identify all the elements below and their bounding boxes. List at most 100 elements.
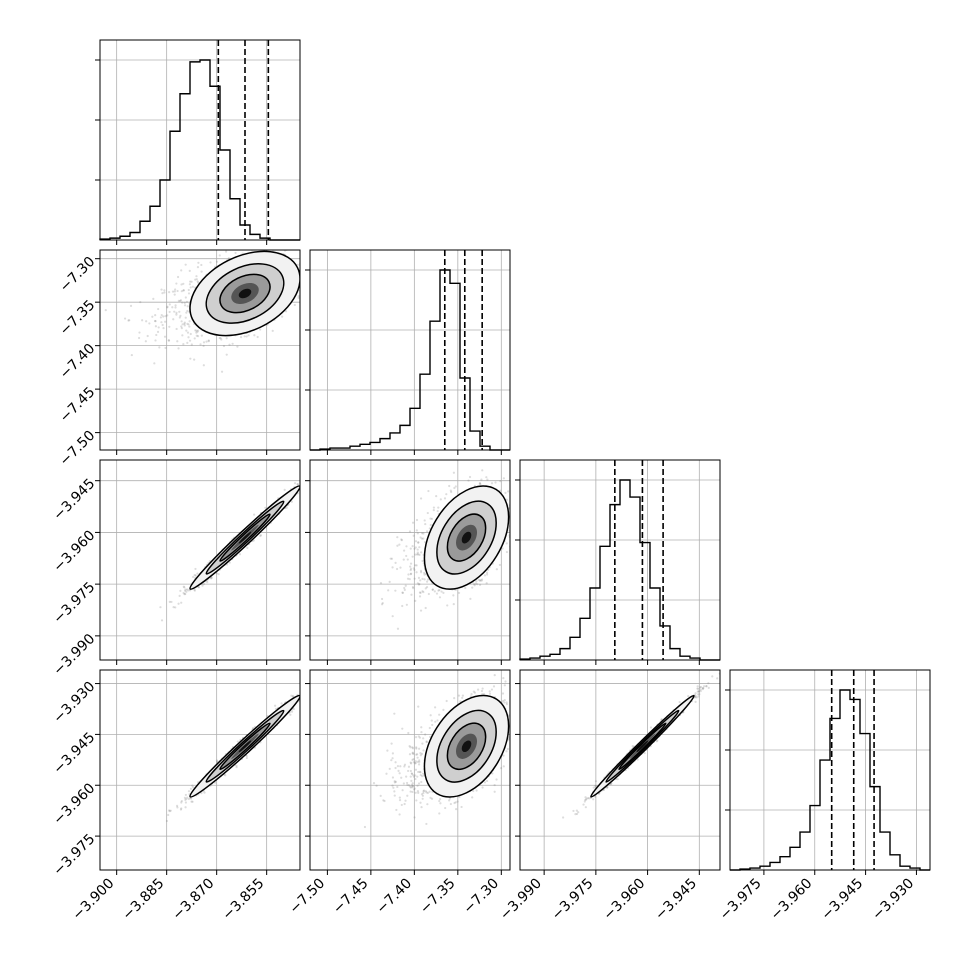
sample-point <box>457 591 461 595</box>
sample-point <box>468 475 472 479</box>
sample-point <box>183 304 187 307</box>
sample-point <box>479 483 482 486</box>
sample-point <box>416 532 419 535</box>
sample-point <box>290 500 293 503</box>
sample-point <box>215 260 219 263</box>
sample-point <box>379 581 383 585</box>
y-tick-label: −3.945 <box>50 729 98 777</box>
joint-panel-1-2 <box>305 459 520 665</box>
sample-point <box>518 527 520 529</box>
sample-point <box>432 506 436 509</box>
sample-point <box>499 480 502 483</box>
sample-point <box>185 329 188 332</box>
sample-point <box>306 476 308 478</box>
sample-point <box>175 311 178 314</box>
sample-point <box>305 485 307 487</box>
sample-point <box>189 357 192 360</box>
sample-point <box>189 332 192 336</box>
sample-point <box>438 588 441 592</box>
sample-point <box>264 246 266 248</box>
sample-point <box>157 326 160 329</box>
sample-point <box>200 334 203 337</box>
sample-point <box>418 591 422 594</box>
sample-point <box>187 292 191 295</box>
sample-point <box>514 577 516 579</box>
sample-point <box>259 534 263 537</box>
x-tick-label: −3.960 <box>768 876 816 924</box>
sample-point <box>417 541 420 544</box>
histogram-2 <box>519 479 720 661</box>
sample-point <box>196 280 199 283</box>
sample-point <box>304 482 306 484</box>
sample-point <box>187 288 190 292</box>
sample-point <box>194 329 197 332</box>
sample-point <box>297 296 300 299</box>
sample-point <box>188 325 191 328</box>
sample-point <box>252 539 255 542</box>
sample-point <box>218 254 221 257</box>
sample-point <box>234 251 237 255</box>
sample-point <box>502 477 505 480</box>
sample-point <box>178 316 181 319</box>
sample-point <box>172 318 175 321</box>
sample-point <box>438 596 442 599</box>
sample-point <box>187 336 190 339</box>
sample-point <box>437 589 440 592</box>
sample-point <box>431 588 434 591</box>
sample-point <box>162 315 165 318</box>
sample-point <box>186 588 189 591</box>
sample-point <box>264 506 267 509</box>
sample-point <box>217 573 220 576</box>
sample-point <box>176 289 179 293</box>
sample-point <box>422 590 425 594</box>
sample-point <box>313 279 315 281</box>
sample-point <box>168 325 171 328</box>
sample-point <box>239 336 243 339</box>
sample-point <box>419 536 422 539</box>
sample-point <box>424 522 427 526</box>
sample-point <box>253 334 256 337</box>
sample-point <box>178 310 181 313</box>
sample-point <box>473 583 476 586</box>
sample-point <box>469 597 472 600</box>
sample-point <box>160 321 163 324</box>
sample-point <box>406 577 410 580</box>
sample-point <box>399 566 402 569</box>
sample-point <box>160 619 164 622</box>
sample-point <box>156 330 160 334</box>
sample-point <box>416 551 419 554</box>
sample-point <box>304 264 306 266</box>
sample-point <box>188 320 191 323</box>
sample-point <box>195 275 198 278</box>
sample-point <box>189 286 192 289</box>
sample-point <box>477 578 480 581</box>
sample-point <box>412 587 415 590</box>
sample-point <box>413 568 416 571</box>
contour-line <box>189 250 300 337</box>
sample-point <box>417 576 421 579</box>
sample-point <box>252 246 254 248</box>
sample-point <box>303 485 305 487</box>
sample-point <box>420 551 423 554</box>
sample-point <box>401 591 404 594</box>
sample-point <box>422 532 425 535</box>
sample-point <box>189 280 192 283</box>
histogram-3 <box>730 689 930 871</box>
sample-point <box>435 592 439 595</box>
sample-point <box>452 594 455 597</box>
sample-point <box>186 322 189 325</box>
x-tick-label: −3.975 <box>717 876 765 924</box>
sample-point <box>260 246 262 248</box>
sample-point <box>186 331 190 334</box>
sample-point <box>454 485 457 488</box>
sample-point <box>442 591 445 595</box>
sample-point <box>189 797 193 800</box>
sample-point <box>478 579 482 582</box>
sample-point <box>411 544 414 548</box>
sample-point <box>453 486 456 490</box>
sample-point <box>141 319 144 322</box>
density-level <box>238 531 252 544</box>
x-tick-label: −3.945 <box>818 876 866 924</box>
y-tick-label: −3.990 <box>50 631 98 679</box>
sample-point <box>498 563 501 567</box>
